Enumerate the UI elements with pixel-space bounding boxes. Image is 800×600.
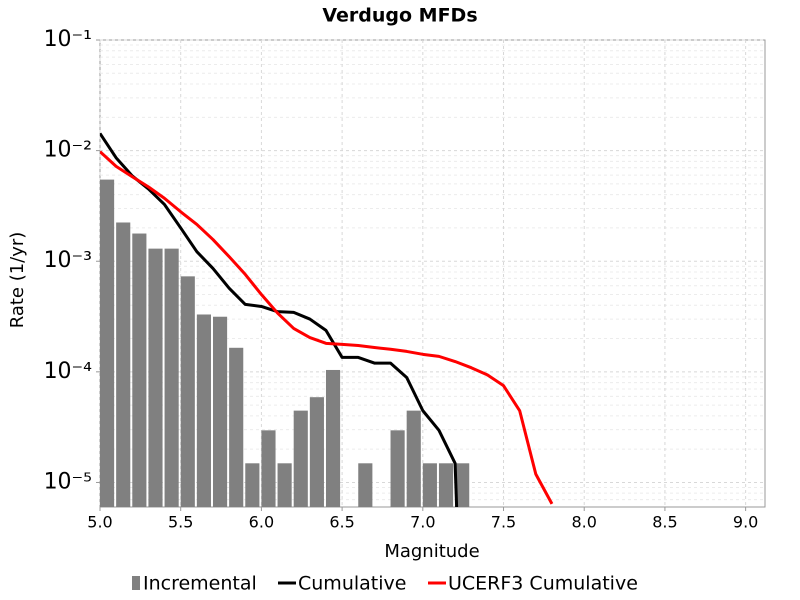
- legend-label: UCERF3 Cumulative: [448, 573, 638, 595]
- bar: [406, 410, 421, 507]
- bar: [212, 316, 228, 507]
- bar: [293, 410, 308, 507]
- x-tick-label: 7.5: [491, 513, 516, 532]
- bar: [132, 233, 147, 507]
- bar: [438, 463, 454, 507]
- x-tick-label: 6.5: [329, 513, 354, 532]
- marks: [100, 132, 554, 507]
- bar: [229, 347, 244, 507]
- y-axis-label: Rate (1/yr): [7, 232, 28, 329]
- x-tick-label: 9.0: [733, 513, 758, 532]
- y-tick-label: 10⁻⁴: [44, 359, 93, 384]
- bar: [164, 248, 179, 507]
- x-tick-label: 5.0: [87, 513, 112, 532]
- bar: [390, 430, 405, 507]
- bar: [277, 463, 292, 507]
- axes: 10⁻¹ 10⁻² 10⁻³ 10⁻⁴ 10⁻⁵ 5.0 5.5 6.0 6.5 7.0 7.5 8.…: [44, 27, 759, 532]
- line: [100, 150, 554, 505]
- line: [100, 132, 459, 507]
- legend-swatch: [132, 576, 140, 590]
- bar: [245, 463, 260, 507]
- x-axis-label: Magnitude: [384, 541, 479, 562]
- y-tick-label: 10⁻⁵: [44, 469, 92, 494]
- x-tick-label: 5.5: [168, 513, 193, 532]
- bar: [309, 397, 324, 507]
- bar: [325, 369, 341, 507]
- bar: [261, 430, 276, 507]
- bar: [422, 463, 437, 507]
- bar: [358, 463, 373, 507]
- y-tick-label: 10⁻²: [44, 138, 92, 163]
- x-tick-label: 6.0: [249, 513, 274, 532]
- bar: [196, 314, 211, 507]
- legend-label: Cumulative: [298, 573, 406, 595]
- legend-label: Incremental: [143, 573, 257, 595]
- x-tick-label: 8.0: [571, 513, 596, 532]
- x-tick-label: 7.0: [410, 513, 435, 532]
- bar: [148, 248, 163, 507]
- y-tick-label: 10⁻³: [44, 248, 92, 273]
- chart-title: Verdugo MFDs: [322, 5, 477, 27]
- y-tick-label: 10⁻¹: [44, 27, 92, 52]
- legend: Incremental Cumulative UCERF3 Cumulative: [132, 573, 638, 595]
- bar: [180, 276, 195, 507]
- bar: [100, 179, 115, 507]
- bar: [116, 222, 131, 507]
- x-tick-label: 8.5: [652, 513, 677, 532]
- bar: [455, 463, 470, 507]
